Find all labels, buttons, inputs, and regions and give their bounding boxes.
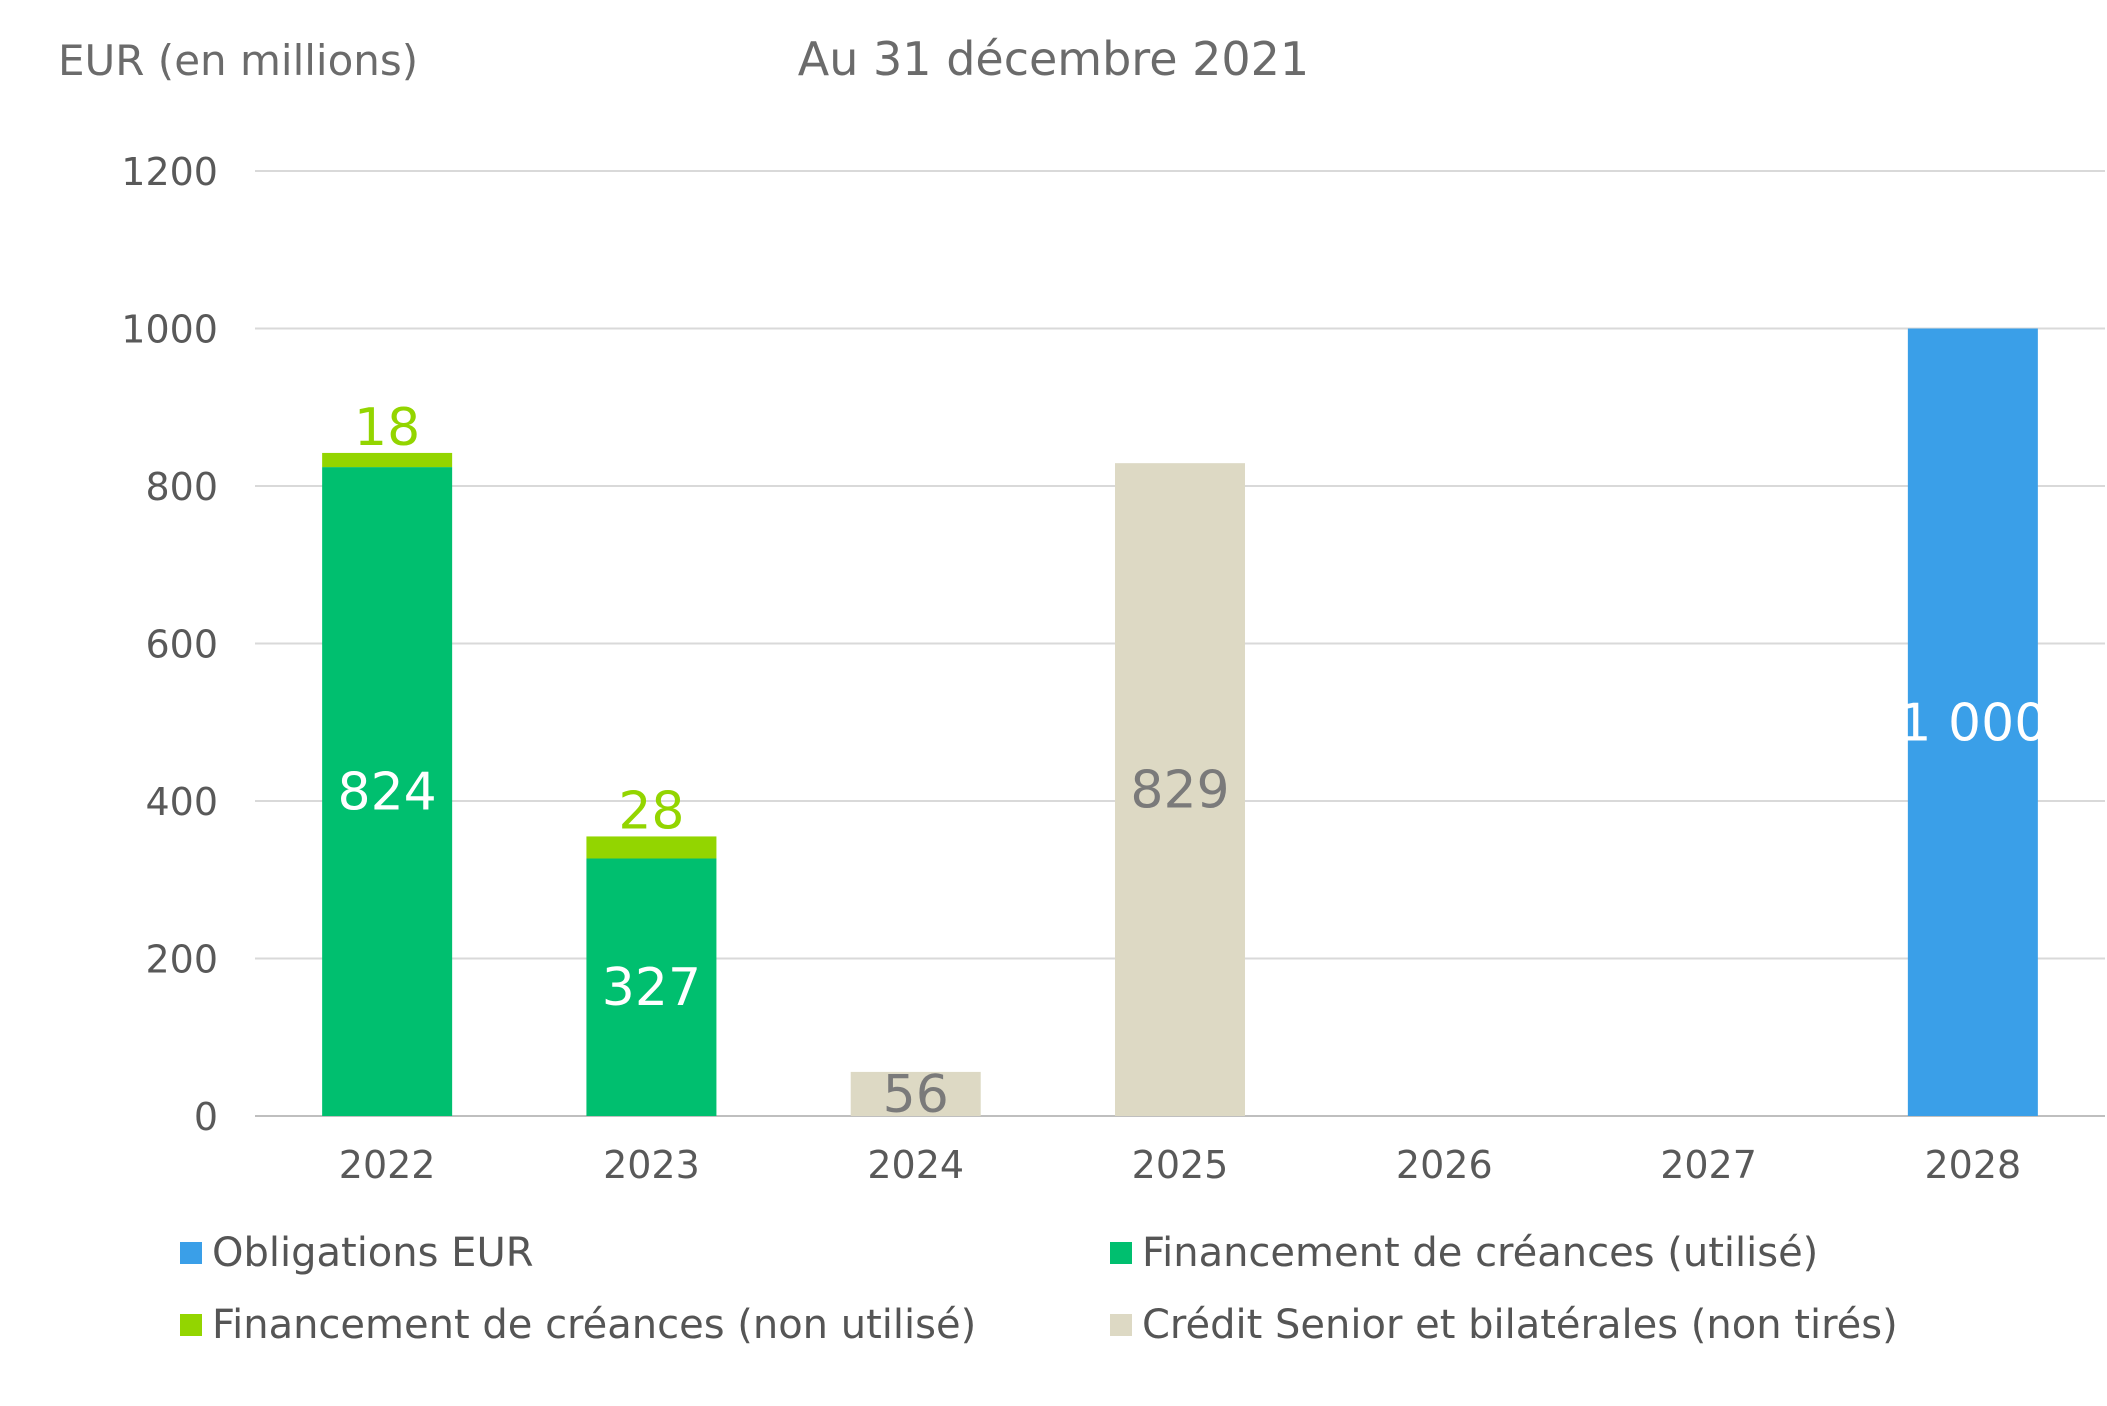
y-tick-label: 200 [145,938,218,982]
x-tick-label: 2024 [867,1143,964,1187]
legend-label: Crédit Senior et bilatérales (non tirés) [1142,1302,1898,1348]
legend-swatch [1110,1314,1132,1336]
legend-item-financement-utilise: Financement de créances (utilisé) [1110,1230,1818,1276]
data-label: 824 [338,763,437,823]
legend-item-obligations: Obligations EUR [180,1230,534,1276]
bar [586,858,717,1116]
legend-swatch [1110,1242,1132,1264]
x-tick-label: 2025 [1132,1143,1229,1187]
bar [586,836,717,859]
bar [1907,328,2038,1116]
legend-item-credit-senior: Crédit Senior et bilatérales (non tirés) [1110,1302,1898,1348]
data-label: 56 [883,1065,949,1125]
chart-title: Au 31 décembre 2021 [797,32,1310,86]
data-label: 28 [618,781,684,841]
y-tick-label: 0 [194,1095,218,1139]
legend-item-financement-non-utilise: Financement de créances (non utilisé) [180,1302,976,1348]
y-tick-label: 1000 [121,308,218,352]
data-label: 18 [354,398,420,458]
legend-swatch [180,1314,202,1336]
y-tick-label: 800 [145,465,218,509]
data-label: 327 [602,958,701,1018]
data-label: 1 000 [1898,693,2047,753]
legend-swatch [180,1242,202,1264]
y-tick-label: 1200 [121,150,218,194]
y-tick-label: 400 [145,780,218,824]
x-tick-label: 2028 [1924,1143,2021,1187]
bar [850,1071,981,1116]
y-axis-label: EUR (en millions) [58,36,419,85]
bar [322,452,453,468]
legend-label: Financement de créances (utilisé) [1142,1230,1819,1276]
legend-label: Obligations EUR [212,1230,534,1276]
legend-label: Financement de créances (non utilisé) [212,1302,977,1348]
bar [1115,463,1245,1117]
x-tick-label: 2026 [1396,1143,1493,1187]
y-tick-label: 600 [145,623,218,667]
x-tick-label: 2022 [339,1143,436,1187]
data-label: 829 [1130,761,1229,821]
x-tick-label: 2027 [1660,1143,1757,1187]
x-tick-label: 2023 [603,1143,700,1187]
bar [322,467,453,1117]
